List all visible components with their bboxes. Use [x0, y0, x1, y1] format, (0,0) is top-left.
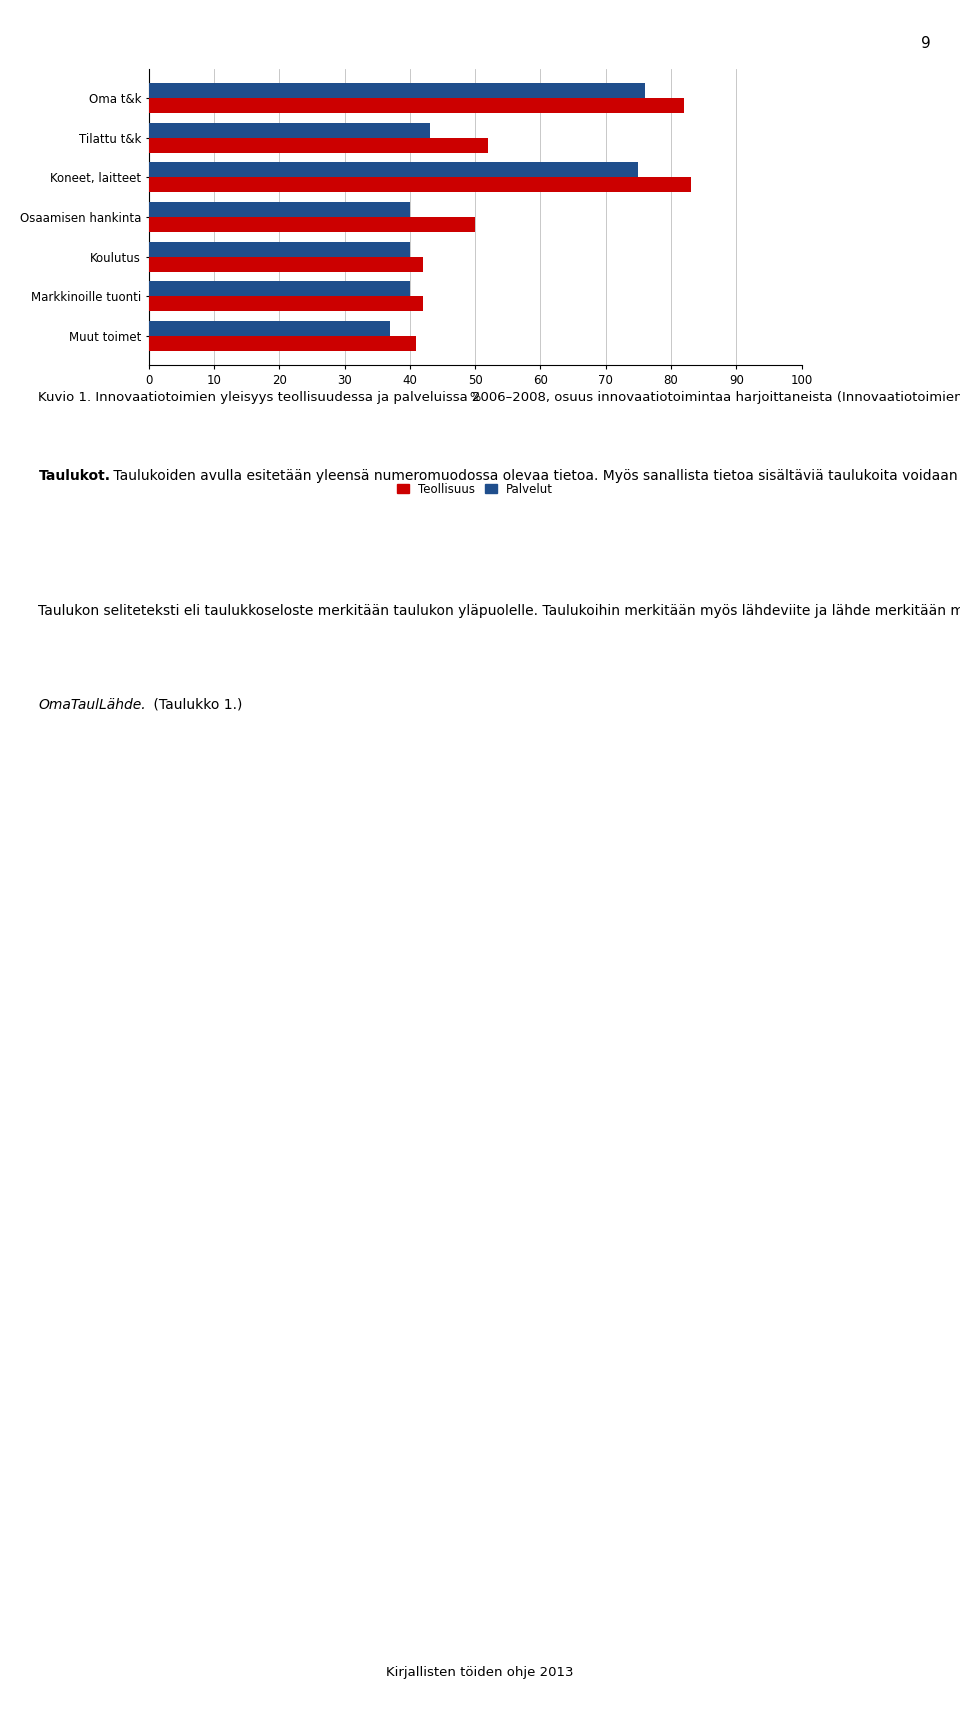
- Bar: [149, 83, 645, 97]
- Bar: [149, 257, 423, 273]
- Bar: [149, 217, 475, 233]
- Bar: [149, 177, 690, 193]
- Text: 9: 9: [922, 36, 931, 52]
- Bar: [149, 97, 684, 113]
- Text: Taulukon seliteteksti eli taulukkoseloste merkitään taulukon yläpuolelle. Tauluk: Taulukon seliteteksti eli taulukkoselost…: [38, 604, 960, 618]
- Legend: Teollisuus, Palvelut: Teollisuus, Palvelut: [397, 483, 553, 495]
- Bar: [149, 201, 410, 217]
- Bar: [149, 137, 489, 153]
- Bar: [149, 337, 417, 351]
- Bar: [149, 297, 423, 311]
- X-axis label: %: %: [469, 391, 481, 404]
- Bar: [149, 123, 429, 137]
- Text: Kuvio 1. Innovaatiotoimien yleisyys teollisuudessa ja palveluissa 2006–2008, osu: Kuvio 1. Innovaatiotoimien yleisyys teol…: [38, 391, 960, 403]
- Bar: [149, 281, 410, 297]
- Bar: [149, 321, 391, 337]
- Text: (Taulukko 1.): (Taulukko 1.): [149, 698, 242, 712]
- Bar: [149, 241, 410, 257]
- Bar: [149, 161, 638, 177]
- Text: Taulukoiden avulla esitetään yleensä numeromuodossa olevaa tietoa. Myös sanallis: Taulukoiden avulla esitetään yleensä num…: [109, 469, 960, 483]
- Text: OmaTaulLähde.: OmaTaulLähde.: [38, 698, 146, 712]
- Text: Kirjallisten töiden ohje 2013: Kirjallisten töiden ohje 2013: [386, 1667, 574, 1679]
- Text: Taulukot.: Taulukot.: [38, 469, 110, 483]
